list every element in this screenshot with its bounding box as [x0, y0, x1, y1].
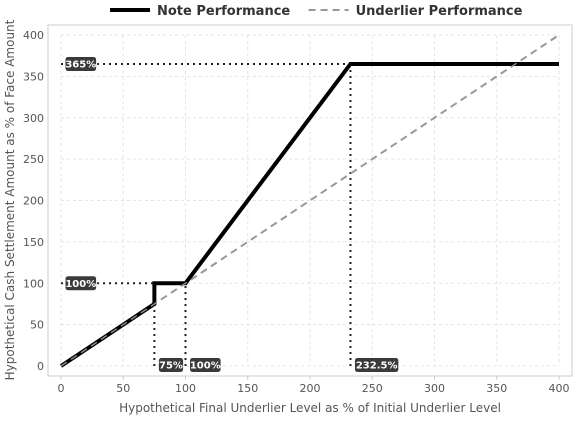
y-tick-label: 300: [23, 112, 44, 125]
legend-label[interactable]: Note Performance: [157, 4, 290, 19]
y-tick-label: 200: [23, 195, 44, 208]
series-line-overlay: [60, 34, 560, 367]
y-tick-label: 400: [23, 29, 44, 42]
x-tick-label: 350: [486, 382, 507, 395]
x-tick-label: 100: [175, 382, 196, 395]
y-tick-label: 250: [23, 153, 44, 166]
annotation-label-box: [64, 55, 98, 72]
x-axis-label: Hypothetical Final Underlier Level as % …: [119, 401, 501, 415]
x-tick-label: 150: [237, 382, 258, 395]
series-lines: [59, 34, 560, 368]
y-tick-label: 150: [23, 236, 44, 249]
annotation-label-box: [157, 357, 185, 373]
x-tick-label: 400: [549, 382, 570, 395]
y-tick-label: 50: [30, 319, 44, 332]
annotation-label-text: 100%: [190, 361, 221, 372]
y-tick-label: 350: [23, 70, 44, 83]
annotation-label-text: 75%: [159, 361, 183, 372]
legend-label[interactable]: Underlier Performance: [356, 4, 523, 19]
annotation-label-text: 100%: [65, 279, 96, 290]
series-line-note-performance: [59, 61, 559, 368]
annotation-label-text: 232.5%: [356, 361, 398, 372]
legend: Note Performance Underlier Performance: [110, 4, 523, 19]
annotation-label-box: [64, 275, 98, 292]
x-tick-label: 250: [362, 382, 383, 395]
annotation-label-text: 365%: [65, 59, 96, 70]
x-tick-label: 300: [424, 382, 445, 395]
axes: 0 50 100 150 200 250 300 350 400 0 50 100 150 200 250 3…: [23, 24, 573, 395]
annotation-guides: [61, 62, 352, 366]
annotation-labels: 365% 100% 75% 100% 232.5%: [64, 55, 400, 373]
annotation-label-box: [353, 357, 400, 373]
annotation-label-box: [189, 357, 222, 373]
y-axis-label: Hypothetical Cash Settlement Amount as %…: [3, 19, 17, 380]
x-tick-label: 50: [116, 382, 130, 395]
y-tick-label: 0: [37, 360, 44, 373]
x-tick-label: 0: [58, 382, 65, 395]
x-tick-label: 200: [300, 382, 321, 395]
y-tick-label: 100: [23, 277, 44, 290]
